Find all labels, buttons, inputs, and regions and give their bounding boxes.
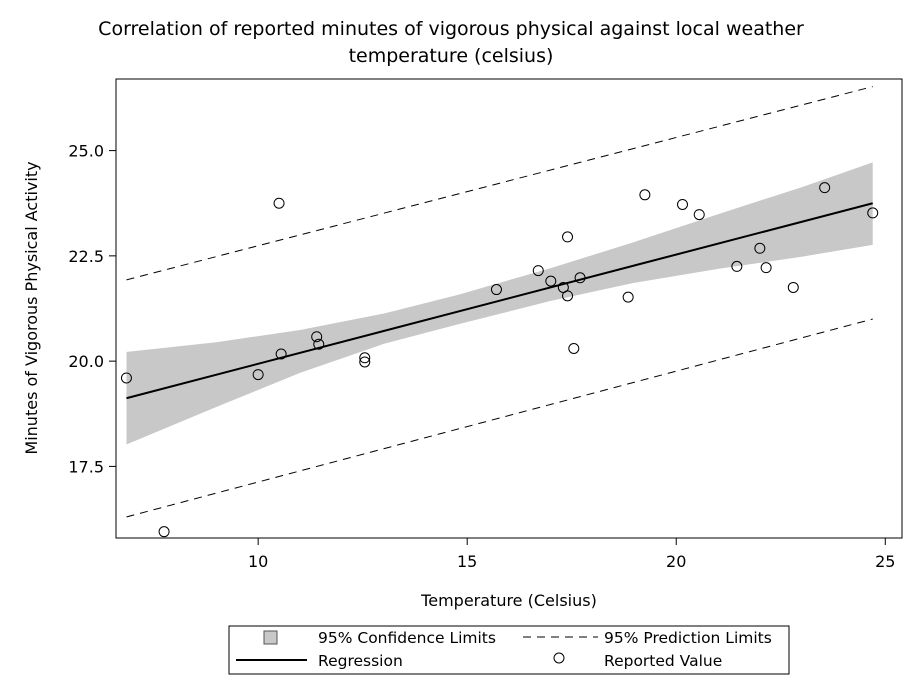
data-point [569,344,579,354]
data-point [788,282,798,292]
y-axis-label: Minutes of Vigorous Physical Activity [22,161,41,454]
x-tick-label: 10 [248,552,268,571]
data-point [640,190,650,200]
legend-label-prediction: 95% Prediction Limits [604,629,772,647]
legend-label-reported: Reported Value [604,652,722,670]
x-tick-label: 25 [875,552,895,571]
data-point [159,527,169,537]
legend-label-confidence: 95% Confidence Limits [318,629,496,647]
x-tick-label: 15 [457,552,477,571]
legend: 95% Confidence Limits 95% Prediction Lim… [229,626,789,674]
y-axis-ticks: 17.5 20.0 22.5 25.0 [68,142,116,477]
x-axis-label: Temperature (Celsius) [420,591,597,610]
confidence-band-layer [127,162,873,444]
x-tick-label: 20 [666,552,686,571]
y-tick-label: 17.5 [68,457,104,476]
data-point [694,210,704,220]
confidence-band [127,162,873,444]
x-axis-ticks: 10 15 20 25 [248,538,895,571]
regression-line [126,203,872,398]
data-point [761,263,771,273]
data-point [623,292,633,302]
legend-label-regression: Regression [318,652,403,670]
legend-band-symbol [264,631,277,644]
data-point [563,232,573,242]
chart-title-line-1: Correlation of reported minutes of vigor… [98,18,804,40]
chart-title-line-2: temperature (celsius) [349,45,554,67]
data-point [678,199,688,209]
y-tick-label: 20.0 [68,352,104,371]
regression-layer [126,203,872,398]
data-point [274,198,284,208]
y-tick-label: 22.5 [68,247,104,266]
y-tick-label: 25.0 [68,142,104,161]
